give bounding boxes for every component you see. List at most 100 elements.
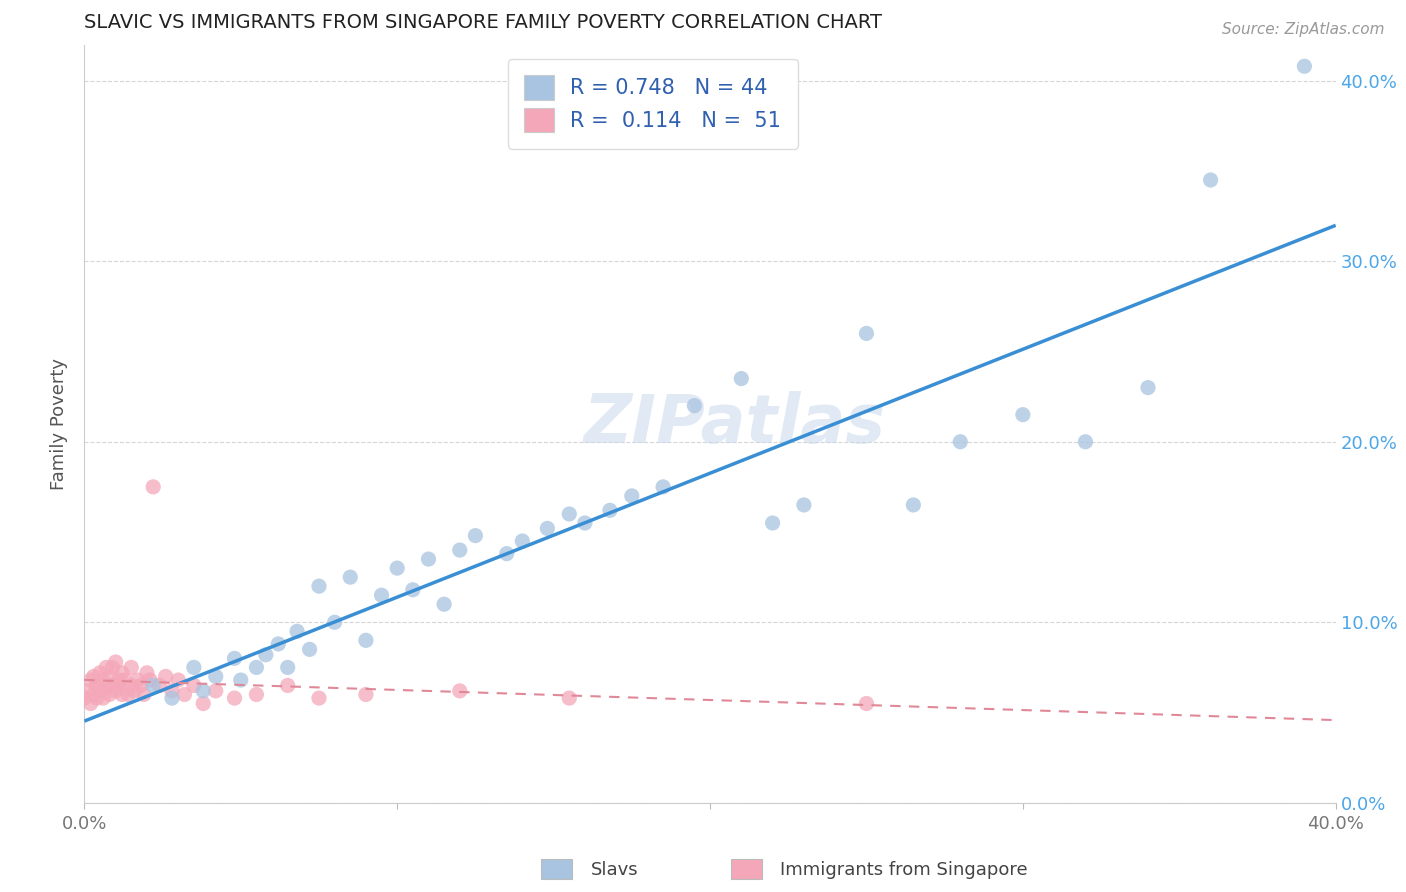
Point <box>120 660 142 674</box>
Point <box>204 684 226 698</box>
Point <box>142 678 165 692</box>
Point <box>464 528 486 542</box>
Point <box>730 371 752 385</box>
Point <box>855 697 877 711</box>
Point <box>127 673 149 687</box>
Point <box>96 660 118 674</box>
Point <box>449 684 471 698</box>
Y-axis label: Family Poverty: Family Poverty <box>51 358 69 490</box>
Point <box>652 480 675 494</box>
Point <box>129 678 152 692</box>
Point <box>277 678 299 692</box>
Point <box>89 684 111 698</box>
Point <box>285 624 308 639</box>
Point <box>193 697 215 711</box>
Point <box>277 660 299 674</box>
Point <box>79 673 101 687</box>
Point <box>104 655 127 669</box>
Point <box>536 521 558 535</box>
Point <box>762 516 785 530</box>
Point <box>308 579 330 593</box>
Point <box>83 669 105 683</box>
Point <box>1012 408 1035 422</box>
Point <box>1074 434 1097 449</box>
Point <box>142 480 165 494</box>
Point <box>76 684 98 698</box>
Point <box>495 547 517 561</box>
Point <box>1199 173 1222 187</box>
Point <box>402 582 425 597</box>
Point <box>183 678 205 692</box>
Point <box>111 688 134 702</box>
Point <box>558 507 581 521</box>
Legend: R = 0.748   N = 44, R =  0.114   N =  51: R = 0.748 N = 44, R = 0.114 N = 51 <box>508 59 797 149</box>
Point <box>79 697 101 711</box>
Point <box>173 688 195 702</box>
Point <box>683 399 706 413</box>
Point <box>224 651 246 665</box>
Point <box>245 688 267 702</box>
Text: Source: ZipAtlas.com: Source: ZipAtlas.com <box>1222 22 1385 37</box>
Point <box>183 660 205 674</box>
Point <box>98 688 121 702</box>
Point <box>114 673 136 687</box>
Point <box>370 588 392 602</box>
Point <box>323 615 346 630</box>
Point <box>117 688 139 702</box>
Point <box>91 691 114 706</box>
Point <box>104 684 127 698</box>
Text: ZIPatlas: ZIPatlas <box>583 391 886 457</box>
Point <box>254 648 277 662</box>
Point <box>229 673 252 687</box>
Point <box>155 669 177 683</box>
Point <box>107 678 129 692</box>
Point <box>224 691 246 706</box>
Point <box>1136 381 1159 395</box>
Point <box>855 326 877 341</box>
Point <box>120 678 142 692</box>
Point <box>339 570 361 584</box>
Point <box>949 434 972 449</box>
Point <box>136 665 159 680</box>
Point <box>793 498 815 512</box>
Point <box>193 684 215 698</box>
Point <box>308 691 330 706</box>
Point <box>89 665 111 680</box>
Point <box>204 669 226 683</box>
Point <box>107 673 129 687</box>
Point <box>101 678 124 692</box>
Point <box>132 688 155 702</box>
Point <box>354 688 377 702</box>
Point <box>111 665 134 680</box>
Point <box>418 552 440 566</box>
Point <box>91 673 114 687</box>
Point <box>160 684 183 698</box>
Point <box>599 503 621 517</box>
Point <box>512 534 534 549</box>
Point <box>1294 59 1316 73</box>
Point <box>245 660 267 674</box>
Point <box>574 516 596 530</box>
Point <box>433 597 456 611</box>
Text: Immigrants from Singapore: Immigrants from Singapore <box>780 861 1028 879</box>
Point <box>298 642 321 657</box>
Point <box>124 684 146 698</box>
Point <box>267 637 290 651</box>
Text: SLAVIC VS IMMIGRANTS FROM SINGAPORE FAMILY POVERTY CORRELATION CHART: SLAVIC VS IMMIGRANTS FROM SINGAPORE FAMI… <box>84 12 883 32</box>
Point <box>148 678 170 692</box>
Point <box>160 691 183 706</box>
Point <box>73 691 96 706</box>
Point <box>167 673 190 687</box>
Point <box>385 561 409 575</box>
Point <box>101 660 124 674</box>
Point <box>86 691 108 706</box>
Point <box>98 669 121 683</box>
Point <box>139 673 162 687</box>
Point <box>354 633 377 648</box>
Point <box>96 680 118 694</box>
Point <box>86 678 108 692</box>
Point <box>620 489 643 503</box>
Point <box>83 688 105 702</box>
Point <box>449 543 471 558</box>
Point <box>903 498 925 512</box>
